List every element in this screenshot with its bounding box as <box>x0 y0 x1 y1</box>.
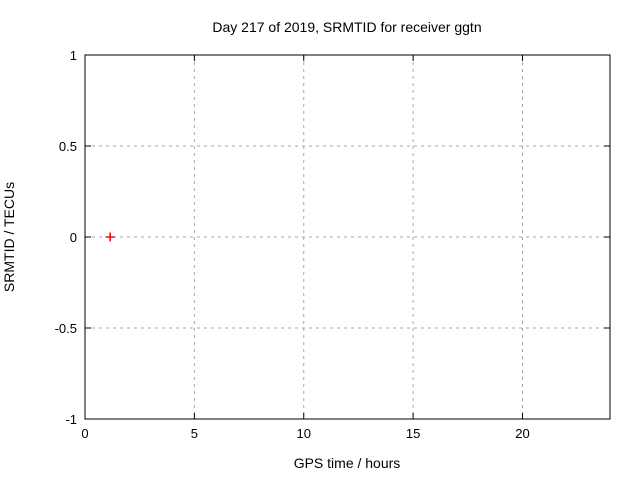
y-tick-label: 1 <box>70 48 77 63</box>
y-tick-label: 0.5 <box>59 139 77 154</box>
plot-area: 0 5 10 15 20 -1 -0.5 0 0.5 1 <box>55 48 611 441</box>
x-tick-label: 0 <box>81 426 88 441</box>
y-axis-label: SRMTID / TECUs <box>1 182 17 292</box>
x-tick-label: 10 <box>297 426 311 441</box>
x-tick-label: 15 <box>406 426 420 441</box>
y-tick-label: 0 <box>70 230 77 245</box>
y-tick-label: -0.5 <box>55 321 77 336</box>
x-tick-label: 20 <box>515 426 529 441</box>
chart-title: Day 217 of 2019, SRMTID for receiver ggt… <box>212 19 481 35</box>
x-tick-label: 5 <box>191 426 198 441</box>
x-axis-label: GPS time / hours <box>294 455 401 471</box>
y-tick-label: -1 <box>65 412 77 427</box>
